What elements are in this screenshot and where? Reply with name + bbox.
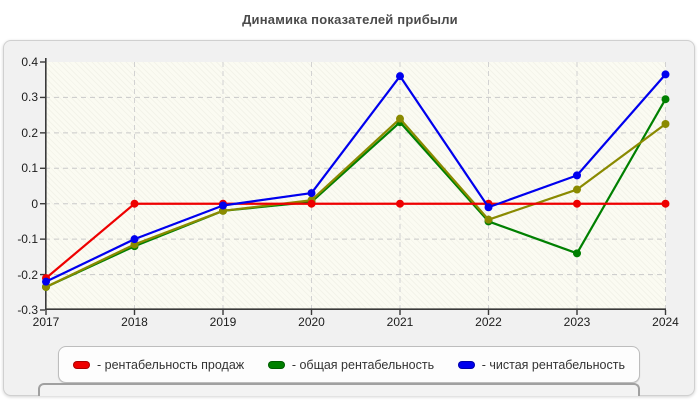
legend-swatch (267, 360, 285, 369)
x-tick-label: 2019 (209, 315, 237, 329)
y-tick-label: -0.3 (17, 303, 38, 317)
x-axis-labels: 2017 2018 2019 2020 2021 2022 2023 2024 (32, 315, 679, 329)
x-tick-label: 2024 (652, 315, 679, 329)
x-tick-label: 2017 (32, 315, 60, 329)
legend-label: - общая рентабельность (291, 357, 435, 372)
clipped-panel (38, 383, 640, 396)
y-tick-label: -0.2 (17, 267, 38, 282)
x-tick-label: 2018 (121, 315, 148, 329)
legend-swatch (457, 360, 475, 369)
y-tick-label: 0.2 (21, 125, 38, 140)
legend-label: - рентабельность продаж (97, 357, 245, 372)
chart-title: Динамика показателей прибыли (242, 12, 458, 27)
legend-label: - чистая рентабельность (481, 357, 625, 372)
legend-swatch (73, 360, 90, 369)
x-tick-label: 2022 (475, 315, 502, 329)
legend-item-sales-profitability: - рентабельность продаж (73, 358, 244, 372)
y-tick-label: 0.1 (21, 161, 38, 176)
legend-item-net-profitability: - чистая рентабельность (457, 357, 625, 372)
plot-svg (40, 58, 670, 315)
legend-item-overall-profitability: - общая рентабельность (267, 357, 435, 372)
plot-area-background (45, 62, 666, 310)
x-tick-label: 2021 (386, 315, 414, 329)
legend: - рентабельность продаж - общая рентабел… (58, 346, 640, 383)
y-tick-label: -0.1 (17, 232, 38, 247)
x-tick-label: 2023 (563, 315, 591, 329)
y-axis-labels: 0.4 0.3 0.2 0.1 0 -0.1 -0.2 -0.3 (0, 0, 38, 340)
y-tick-label: 0.3 (21, 90, 38, 105)
y-tick-label: 0 (31, 196, 38, 211)
y-tick-label: 0.4 (21, 55, 38, 69)
x-tick-label: 2020 (298, 315, 325, 329)
